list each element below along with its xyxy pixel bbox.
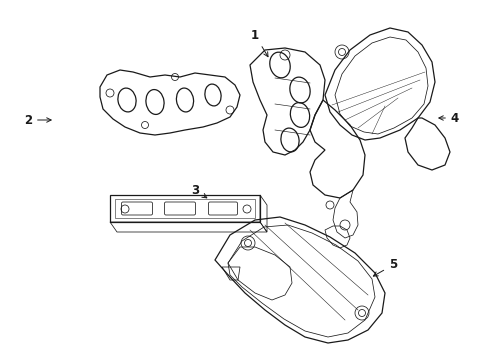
Text: 5: 5	[373, 258, 397, 276]
Text: 2: 2	[24, 113, 51, 126]
Text: 1: 1	[251, 28, 268, 57]
Text: 4: 4	[439, 112, 459, 125]
Text: 3: 3	[191, 184, 207, 198]
